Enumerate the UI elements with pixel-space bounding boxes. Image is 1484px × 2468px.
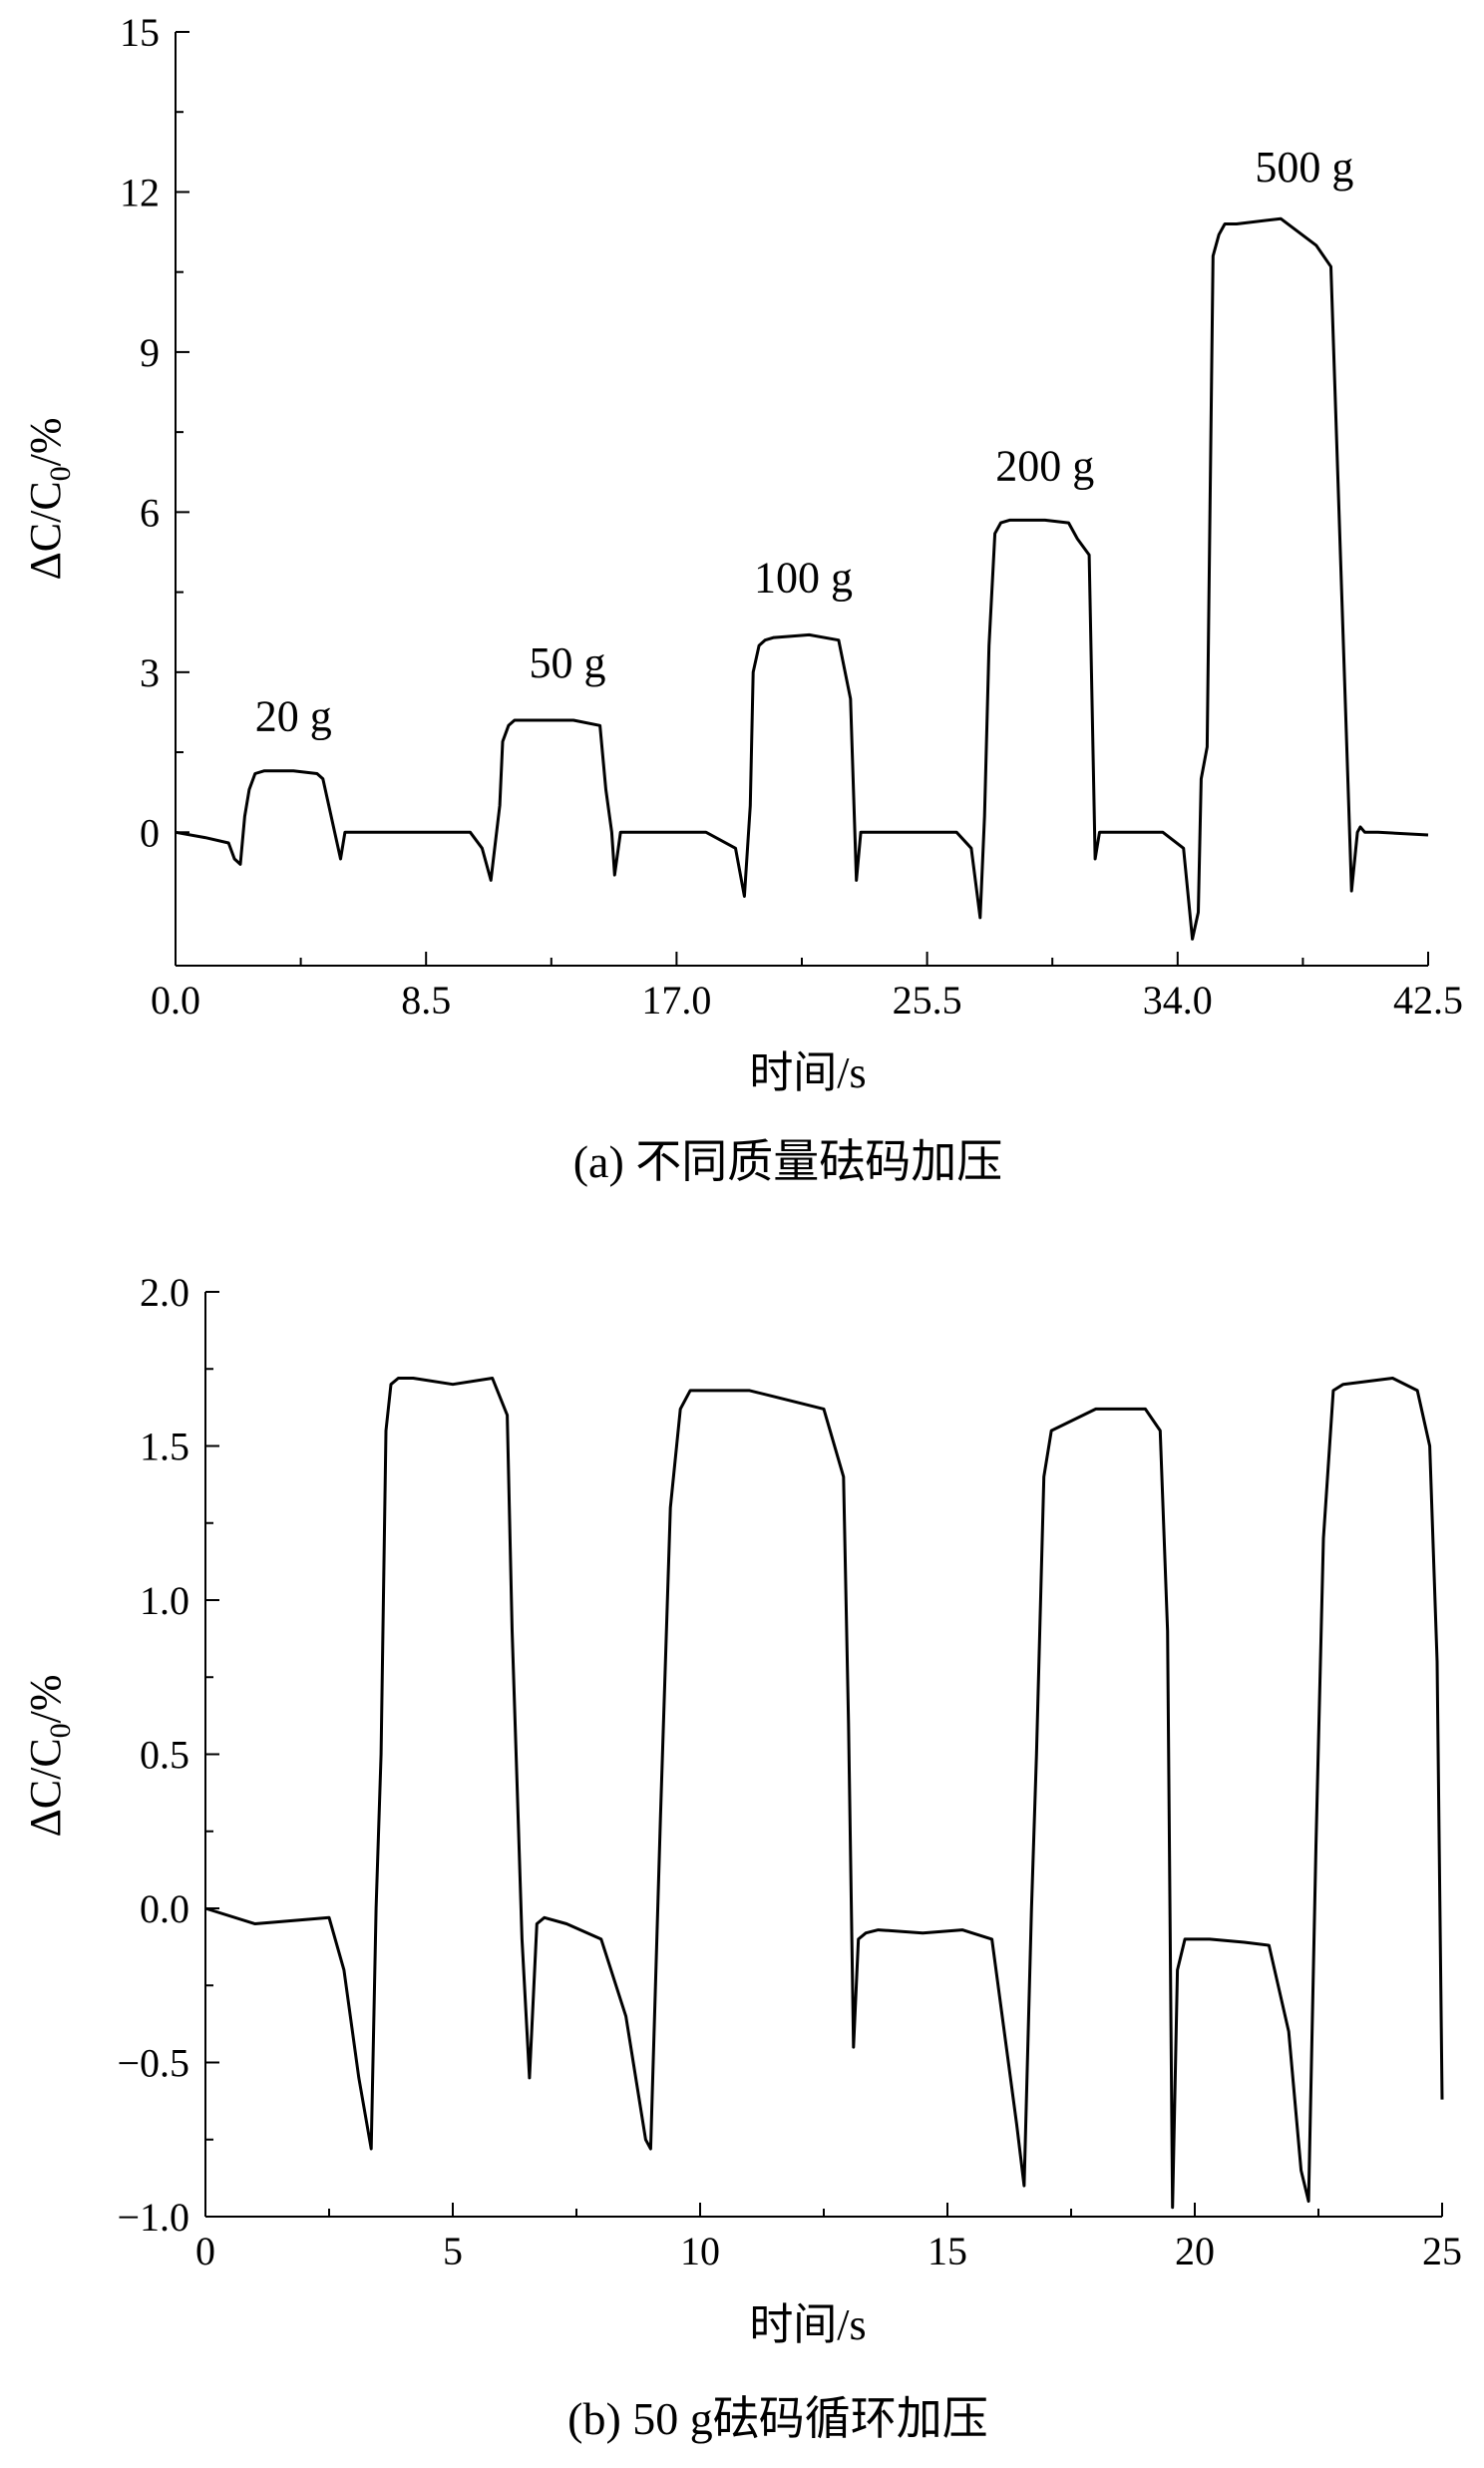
chart-a-series-line (175, 216, 1429, 941)
chart-b-y-tick-label: 2.0 (140, 1270, 189, 1315)
chart-a-annotation-label: 500 g (1255, 143, 1353, 192)
chart-a-y-tick-label: 9 (140, 330, 160, 375)
chart-b-ticks: 0 5 10 15 20 25 −1.0 −0.5 0.0 0.5 1.0 1.5 2.0 (117, 1270, 1462, 2273)
chart-b-series-line (204, 1377, 1444, 2210)
chart-b-y-tick-label: −1.0 (117, 2195, 189, 2240)
chart-a-y-tick-label: 3 (140, 650, 160, 695)
chart-a-caption: (a) 不同质量砝码加压 (573, 1136, 1003, 1187)
chart-a-annotation-label: 50 g (530, 638, 606, 687)
chart-a-y-tick-label: 12 (120, 170, 160, 214)
chart-a-x-tick-label: 17.0 (641, 978, 711, 1023)
chart-b-y-tick-label: 1.5 (140, 1425, 189, 1469)
chart-b-y-axis-title: ΔC/C0/% (21, 1674, 77, 1837)
chart-a: 0.0 8.5 17.0 25.5 34.0 42.5 0 3 6 9 12 15 20 g 50 g 1… (21, 10, 1463, 1187)
chart-a-x-tick-label: 34.0 (1143, 978, 1213, 1023)
chart-a-x-axis-title: 时间/s (749, 1048, 866, 1097)
chart-b-y-tick-label: 1.0 (140, 1578, 189, 1623)
chart-b-y-tick-label: 0.5 (140, 1733, 189, 1778)
chart-a-x-tick-label: 8.5 (401, 978, 451, 1023)
chart-a-y-tick-label: 15 (120, 10, 160, 55)
chart-b-x-tick-label: 0 (195, 2229, 215, 2273)
chart-b-x-tick-label: 15 (928, 2229, 967, 2273)
chart-a-x-tick-label: 42.5 (1393, 978, 1463, 1023)
chart-a-x-tick-label: 0.0 (151, 978, 200, 1023)
chart-b: 0 5 10 15 20 25 −1.0 −0.5 0.0 0.5 1.0 1.5 2.0 时间/s Δ… (21, 1270, 1462, 2444)
chart-a-annotation-label: 200 g (995, 441, 1094, 490)
chart-a-annotations: 20 g 50 g 100 g 200 g 500 g (255, 143, 1354, 741)
chart-a-ticks: 0.0 8.5 17.0 25.5 34.0 42.5 0 3 6 9 12 15 (120, 10, 1463, 1023)
chart-a-y-tick-label: 0 (140, 810, 160, 855)
chart-b-y-tick-label: 0.0 (140, 1886, 189, 1931)
chart-a-y-axis-title: ΔC/C0/% (21, 417, 77, 580)
chart-b-x-tick-label: 5 (443, 2229, 463, 2273)
chart-b-y-tick-label: −0.5 (117, 2041, 189, 2086)
chart-a-x-tick-label: 25.5 (893, 978, 962, 1023)
chart-b-caption: (b) 50 g砝码循环加压 (567, 2393, 988, 2444)
chart-b-x-tick-label: 20 (1175, 2229, 1215, 2273)
chart-a-annotation-label: 100 g (754, 554, 853, 603)
chart-a-annotation-label: 20 g (255, 692, 332, 741)
chart-b-x-tick-label: 25 (1422, 2229, 1462, 2273)
chart-a-y-tick-label: 6 (140, 490, 160, 535)
chart-b-x-tick-label: 10 (680, 2229, 720, 2273)
chart-b-x-axis-title: 时间/s (749, 2300, 866, 2349)
